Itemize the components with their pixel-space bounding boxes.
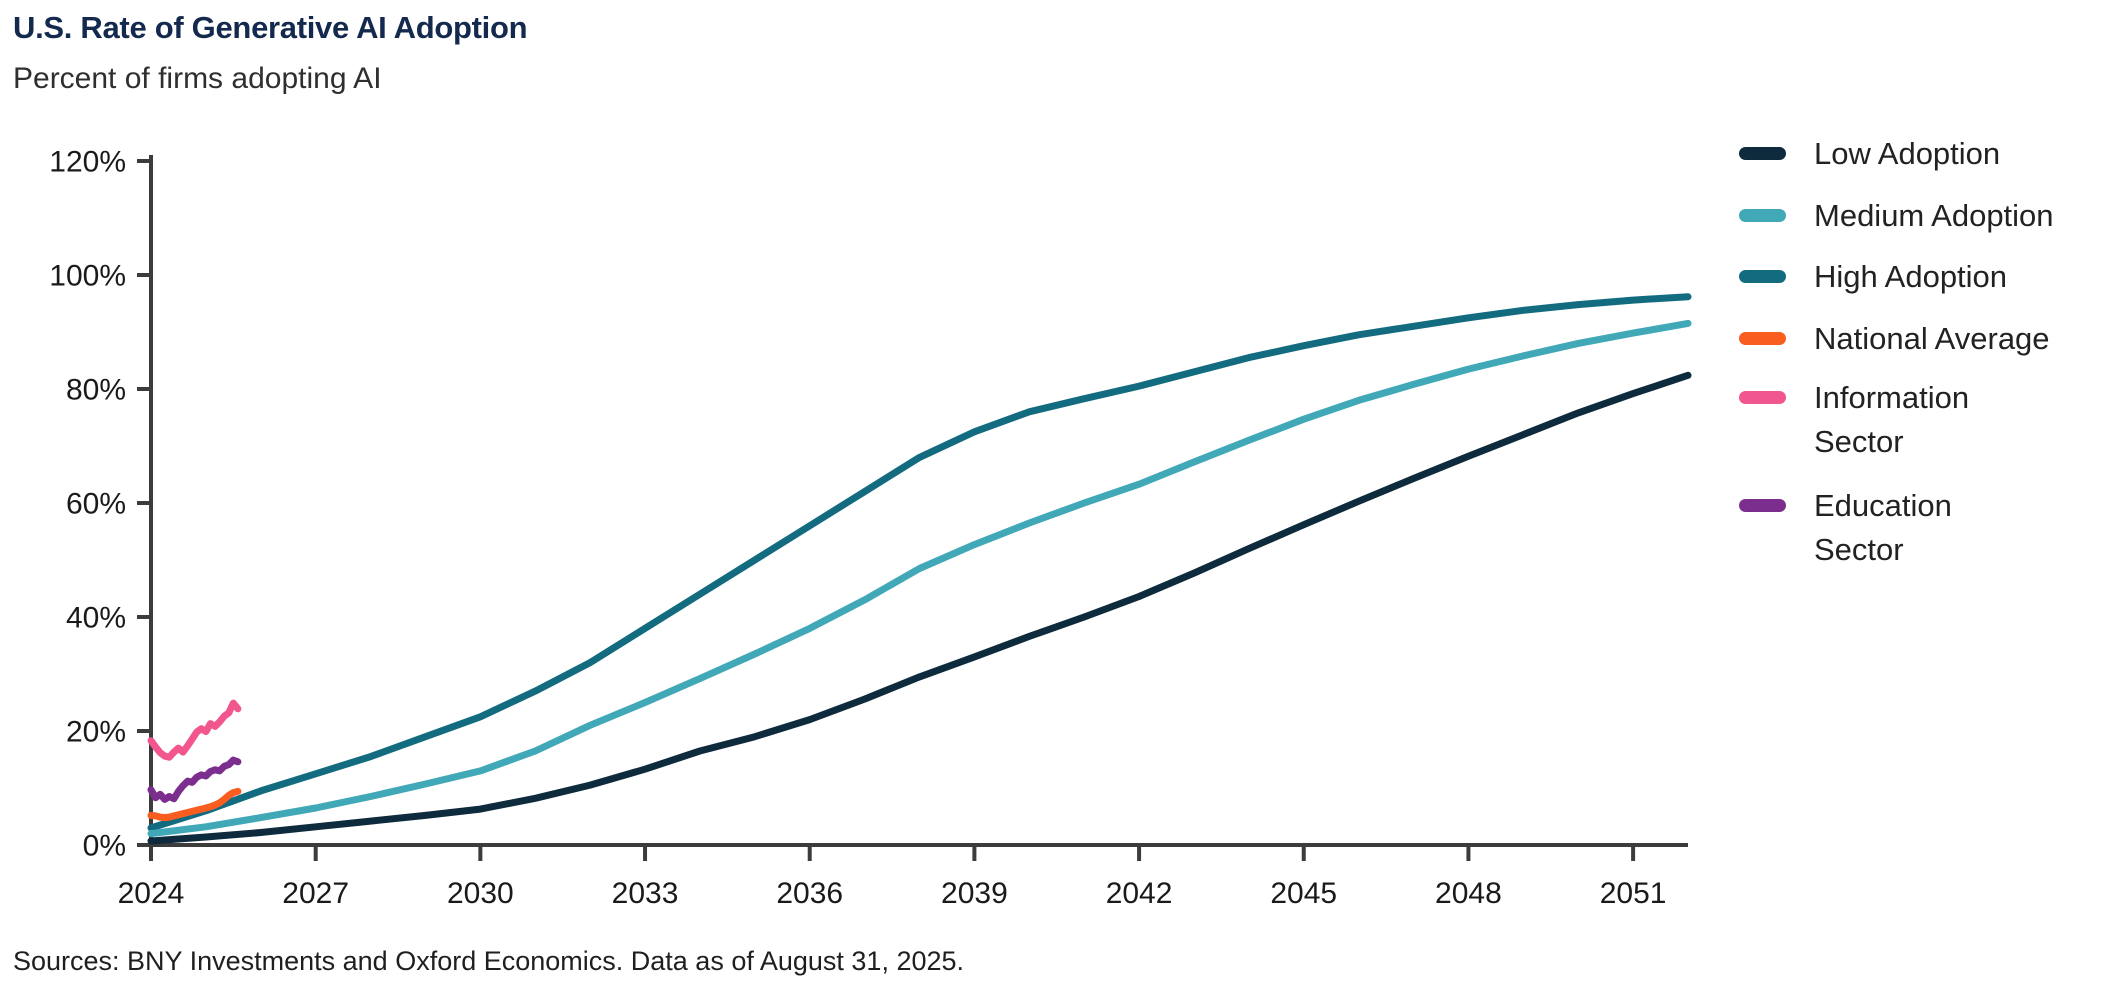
legend-swatch [1739,391,1786,404]
legend-label: High Adoption [1814,259,2008,294]
y-axis-tick-label: 120% [49,146,126,179]
legend-label: Medium Adoption [1814,197,2054,233]
y-axis-tick-label: 100% [49,260,126,293]
series-line-high-adoption [147,293,1692,832]
chart-title: U.S. Rate of Generative AI Adoption [13,10,528,45]
x-axis-tick-label: 2030 [447,877,514,910]
x-axis-tick-label: 2042 [1106,877,1173,910]
x-axis-tick-label: 2051 [1600,877,1667,910]
legend-item-high-adoption: High Adoption [1739,255,2007,299]
legend-label: Information Sector [1814,380,1970,459]
legend-swatch [1739,331,1786,345]
series-line-national-average [147,787,242,822]
legend-swatch [1739,147,1786,160]
y-axis-tick-label: 80% [66,374,126,407]
legend-item-low-adoption: Low Adoption [1739,132,2000,176]
series-line-education-sector [147,756,242,803]
legend-item-national-average: National Average [1739,317,2050,361]
x-axis-tick-label: 2039 [941,877,1008,910]
series-line-low-adoption [147,371,1692,845]
x-axis-tick-label: 2036 [776,877,843,910]
x-axis-tick-label: 2033 [612,877,679,910]
legend-label: Education Sector [1814,488,1952,567]
legend-label: Low Adoption [1814,136,2001,171]
legend-item-information-sector: Information Sector [1739,376,1969,464]
legend-item-medium-adoption: Medium Adoption [1739,194,2054,238]
y-axis-tick-label: 20% [66,716,126,749]
series-line-information-sector [147,699,242,761]
x-axis-tick-label: 2045 [1270,877,1337,910]
legend-swatch [1739,270,1786,283]
x-axis-tick-label: 2027 [282,877,349,910]
series-line-medium-adoption [147,319,1692,838]
legend-swatch [1739,208,1786,222]
x-axis-tick-label: 2048 [1435,877,1502,910]
y-axis-tick-label: 40% [66,602,126,635]
legend-item-education-sector: Education Sector [1739,484,1952,572]
axes [149,155,1688,847]
legend-swatch [1739,499,1786,512]
x-axis-tick-label: 2024 [118,877,185,910]
y-axis-tick-label: 60% [66,488,126,521]
source-note: Sources: BNY Investments and Oxford Econ… [13,946,965,976]
legend-label: National Average [1814,320,2050,356]
y-axis-tick-label: 0% [83,830,126,863]
chart-subtitle: Percent of firms adopting AI [13,62,382,95]
